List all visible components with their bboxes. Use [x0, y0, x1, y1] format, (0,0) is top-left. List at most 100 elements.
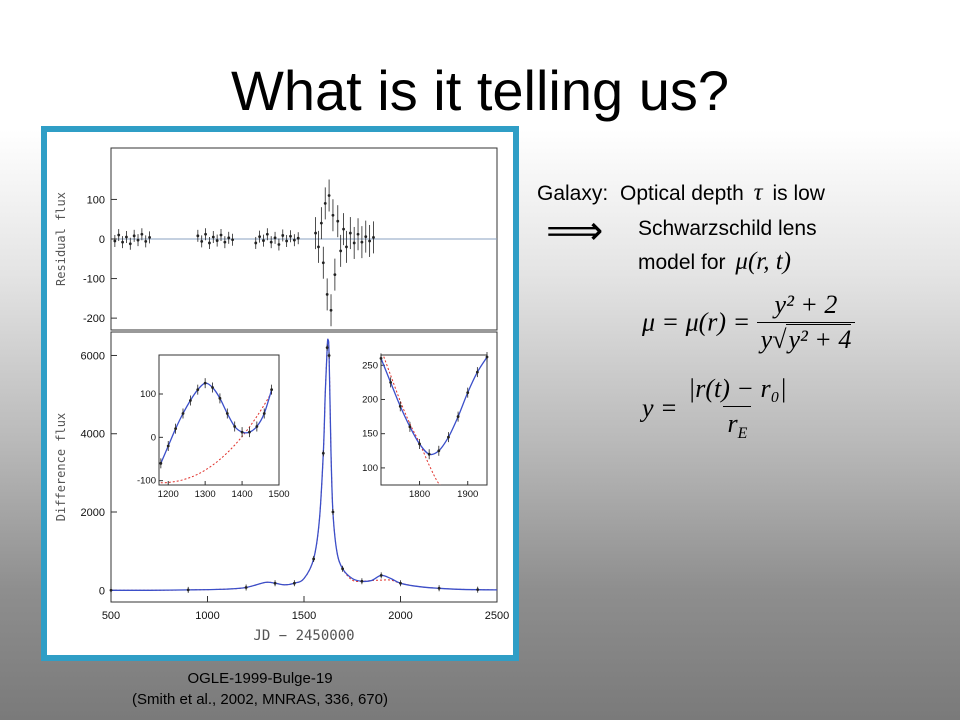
inset-left-point [225, 412, 229, 415]
inset-left-xtick-label: 1200 [158, 489, 179, 500]
inset-right-point [456, 415, 460, 418]
residual-point [273, 236, 277, 240]
difference-ytick-label: 0 [99, 585, 105, 597]
residual-point [327, 194, 331, 197]
inset-right-ytick-label: 250 [362, 360, 378, 371]
residual-point [269, 240, 273, 244]
inset-left-point [166, 444, 170, 448]
residual-point [113, 239, 117, 243]
inset-right-axes-frame [380, 354, 488, 486]
residual-point [215, 239, 219, 242]
inset-right-point [398, 404, 402, 408]
inset-right-xtick-label: 1800 [409, 489, 430, 500]
residual-point [289, 234, 292, 238]
difference-xtick-label: 1000 [195, 610, 219, 622]
difference-point [399, 581, 402, 585]
y-equation: y = |r(t) − r₀| rE [642, 374, 791, 443]
residual-point [262, 239, 265, 242]
residual-point [296, 236, 300, 240]
residual-ytick-label: -200 [83, 313, 105, 325]
inset-left-ytick-label: 100 [140, 389, 156, 400]
mu-den-sqrt: y² + 4 [786, 324, 852, 354]
residual-point [342, 227, 345, 231]
inset-right-ytick-label: 150 [362, 429, 378, 440]
residual-point [364, 235, 368, 239]
residual-point [368, 239, 372, 243]
residual-point [148, 236, 151, 239]
difference-point [186, 588, 190, 592]
inset-right-point [485, 355, 489, 359]
is-low-text: is low [772, 182, 825, 205]
caption-line-1: OGLE-1999-Bulge-19 [187, 670, 333, 687]
y-fraction: |r(t) − r₀| rE [684, 374, 791, 443]
mu-denominator: y√y² + 4 [756, 322, 856, 355]
residual-point [345, 245, 348, 249]
inset-right-point [427, 452, 431, 456]
inset-left-point [188, 399, 192, 402]
mu-lhs: μ = μ(r) = [642, 307, 751, 337]
residual-point [352, 241, 356, 245]
inset-left-point [255, 425, 259, 428]
galaxy-label: Galaxy: [537, 182, 609, 205]
difference-point [379, 573, 383, 577]
residual-point [231, 238, 234, 242]
y-den-sub: E [737, 425, 748, 443]
difference-point [437, 586, 441, 590]
inset-right-xtick-label: 1900 [457, 489, 478, 500]
caption-line-2: (Smith et al., 2002, MNRAS, 336, 670) [132, 691, 388, 708]
residual-point [360, 240, 364, 244]
inset-right-model-line [381, 356, 487, 456]
difference-point [341, 567, 344, 571]
residual-point [125, 235, 128, 239]
difference-point [476, 588, 480, 592]
difference-xtick-label: 2000 [388, 610, 412, 622]
difference-xtick-label: 1500 [292, 610, 316, 622]
inset-left-point [159, 461, 163, 465]
inset-right-point [466, 391, 470, 395]
mu-den-y: y [760, 325, 773, 354]
schwarzschild-line-1: Schwarzschild lens [638, 217, 817, 240]
residual-point [211, 235, 215, 239]
difference-ytick-label: 6000 [81, 350, 105, 362]
inset-right-point [379, 357, 383, 360]
residual-point [136, 238, 140, 242]
difference-model-line [110, 338, 498, 591]
inset-left-ytick-label: -100 [137, 476, 156, 487]
residual-point [200, 239, 204, 243]
mu-r-t-symbol: μ(r, t) [735, 248, 791, 275]
difference-xtick-label: 2500 [485, 610, 509, 622]
galaxy-line: Galaxy: Optical depth τ is low [537, 179, 825, 207]
residual-point [314, 231, 317, 235]
inset-right-dashed-model-line [382, 355, 441, 485]
difference-point [109, 588, 113, 592]
sqrt-sign: √ [772, 325, 787, 354]
residual-point [348, 231, 352, 235]
residual-point [219, 233, 223, 237]
inset-right-point [447, 435, 450, 439]
inset-left-point [262, 412, 266, 415]
residual-ylabel: Residual flux [54, 192, 68, 286]
difference-point [292, 581, 296, 585]
residual-point [323, 201, 327, 205]
difference-point [321, 451, 325, 455]
inset-left-point [174, 427, 178, 431]
inset-left-point [196, 388, 200, 392]
optical-depth-text: Optical depth [620, 182, 744, 205]
inset-right-point [437, 449, 441, 453]
residual-point [292, 238, 296, 242]
figure-frame: 100 0 -100 -200 Residual flux 500 1000 1500 2000… [41, 126, 519, 661]
inset-left-point [211, 386, 214, 389]
difference-ylabel: Difference flux [54, 413, 68, 521]
mu-fraction: y² + 2 y√y² + 4 [756, 290, 856, 355]
residual-point [356, 232, 360, 236]
difference-ytick-label: 2000 [81, 507, 105, 519]
residual-point [317, 245, 320, 249]
residual-point [208, 241, 211, 245]
residual-point [333, 273, 337, 277]
residual-point [121, 240, 124, 244]
inset-left-point [240, 430, 244, 434]
residual-point [329, 308, 333, 312]
residual-point [204, 232, 207, 236]
difference-point [331, 510, 335, 514]
